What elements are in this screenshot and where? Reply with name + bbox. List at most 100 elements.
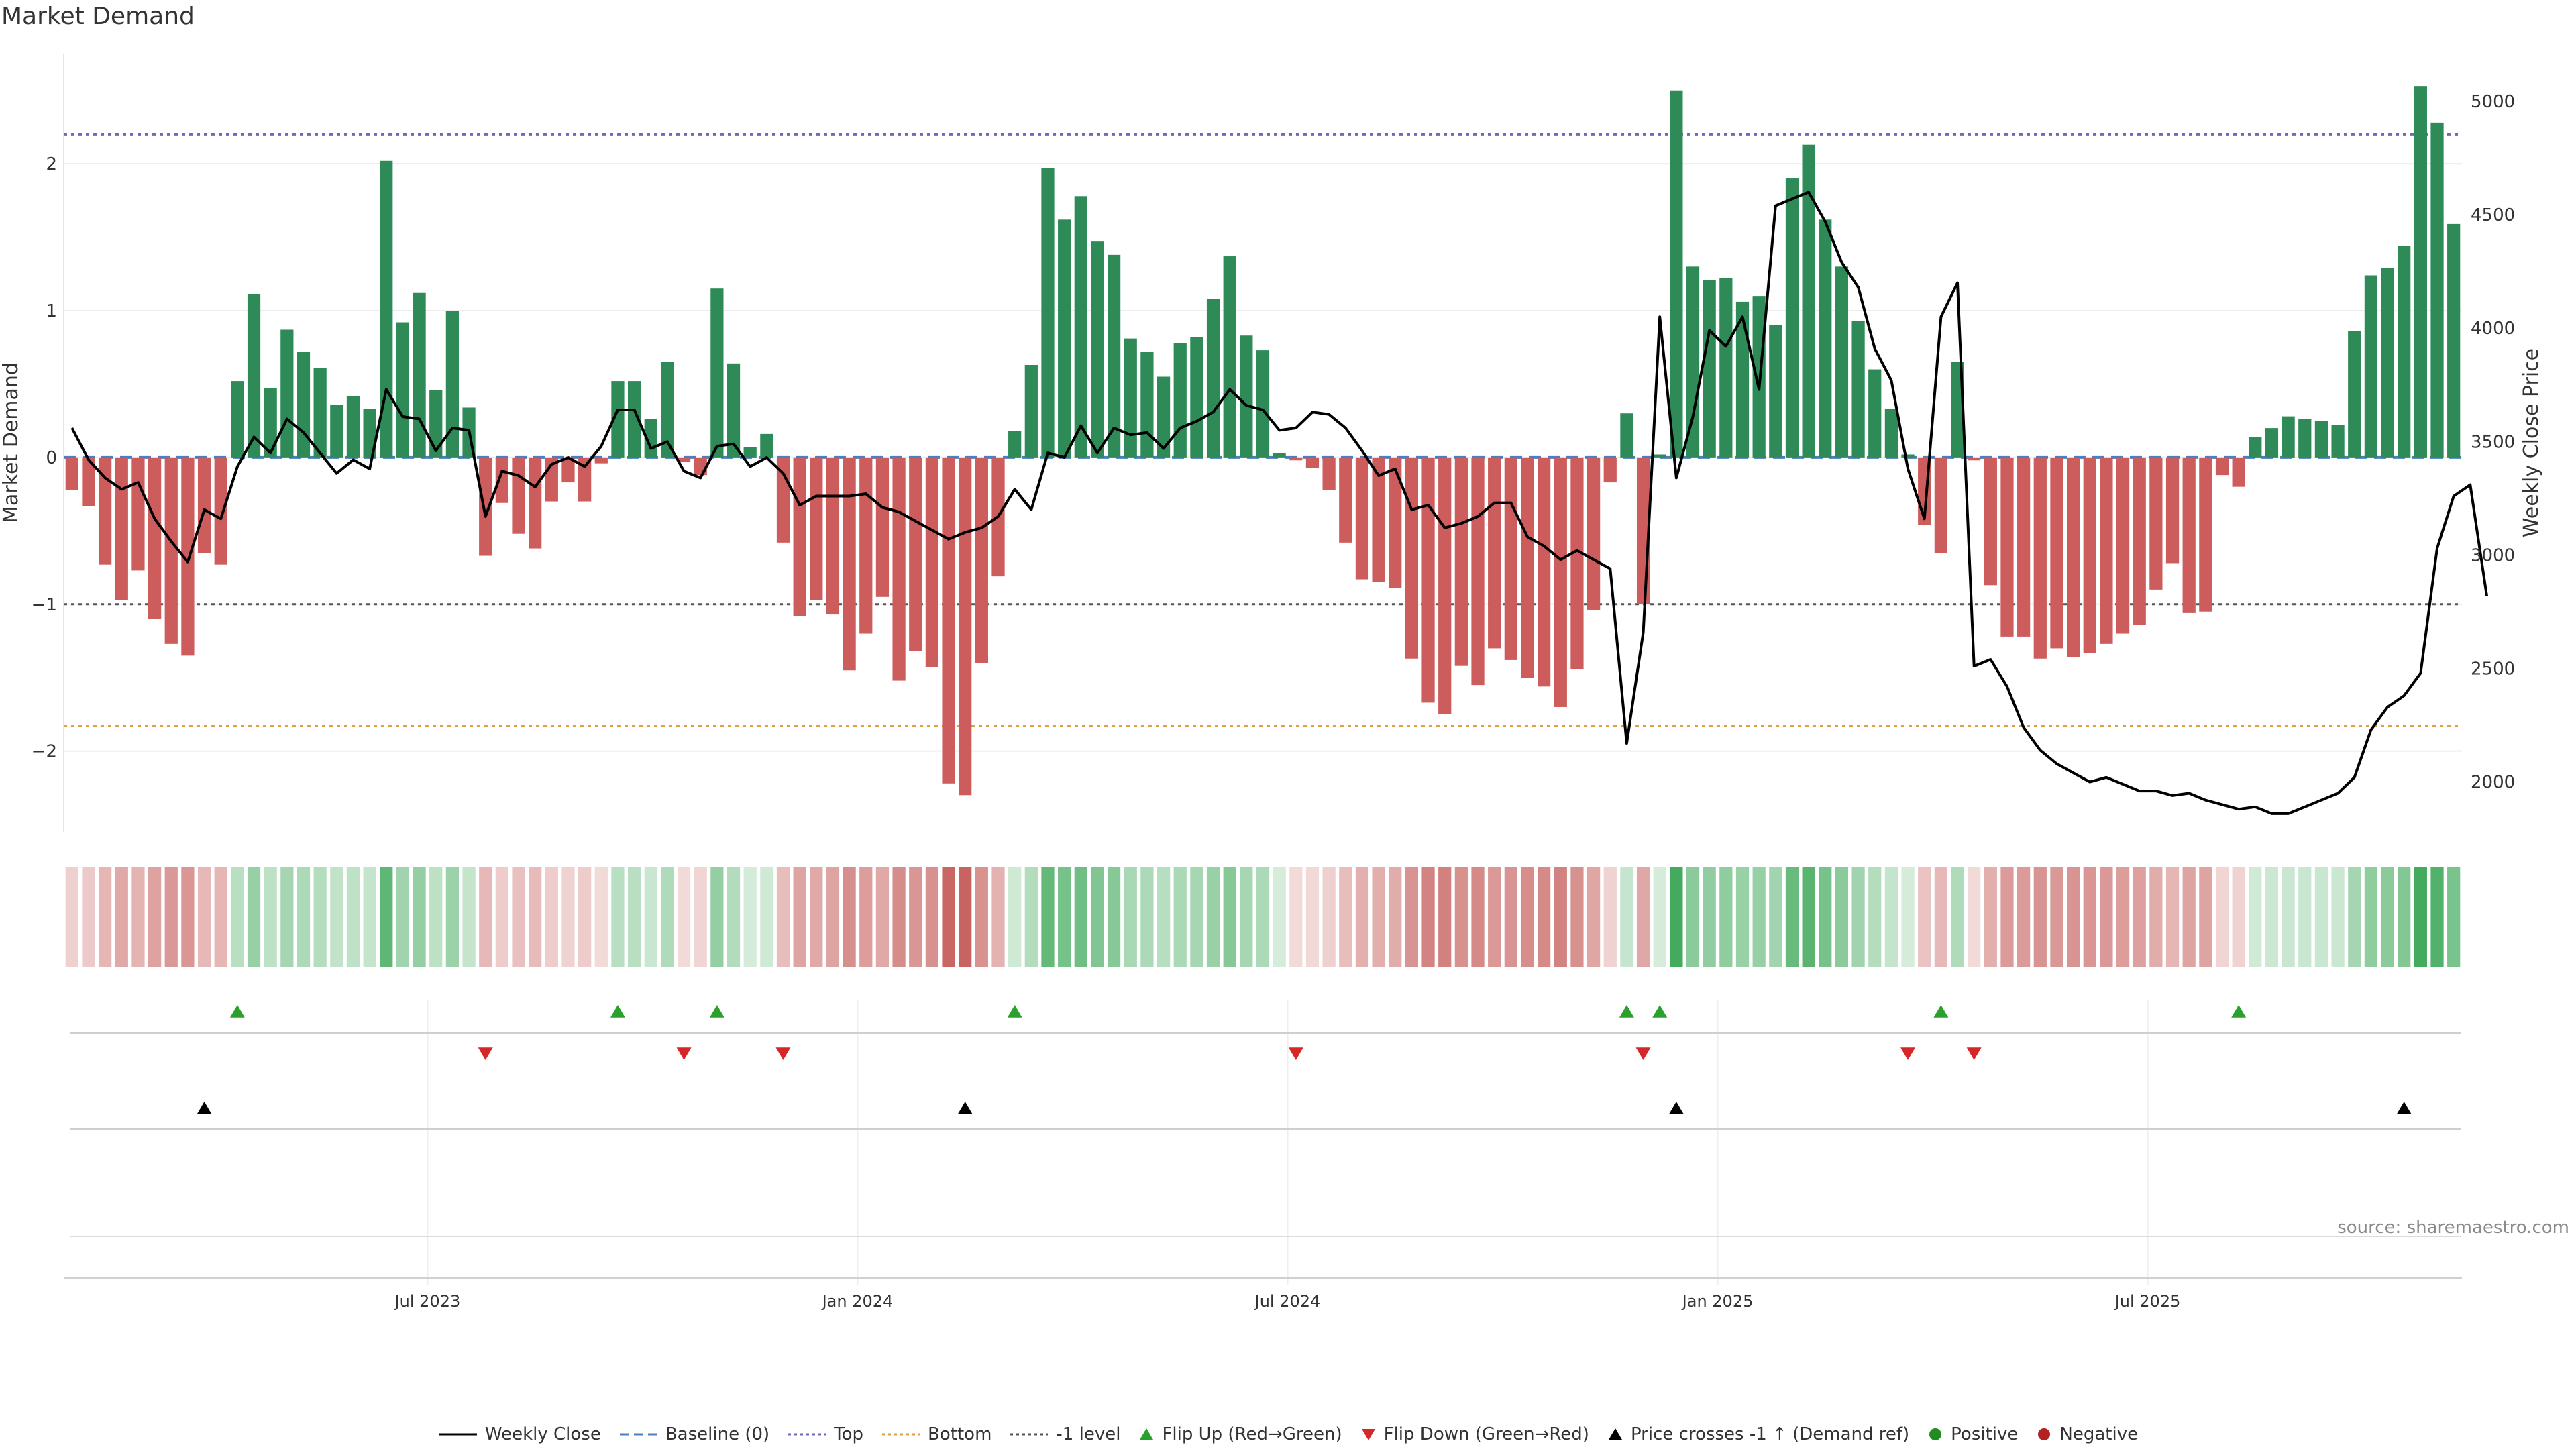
demand-bar: [2265, 428, 2279, 458]
demand-bar: [843, 457, 856, 671]
demand-bar: [164, 457, 178, 644]
demand-bar: [1322, 457, 1336, 490]
heat-cell: [1240, 867, 1253, 967]
heat-cell: [1289, 867, 1303, 967]
heat-cell: [2430, 867, 2444, 967]
heat-cell: [1454, 867, 1468, 967]
heat-cell: [892, 867, 906, 967]
legend-symbol: [619, 1433, 657, 1436]
heat-cell: [1587, 867, 1601, 967]
heat-cell: [1339, 867, 1352, 967]
demand-bar: [1421, 457, 1435, 703]
demand-bar: [1686, 266, 1700, 458]
heat-cell: [1538, 867, 1551, 967]
heat-cell: [859, 867, 873, 967]
heat-cell: [991, 867, 1005, 967]
demand-bar: [1339, 457, 1352, 543]
legend-item: Bottom: [881, 1424, 991, 1444]
heat-cell: [2282, 867, 2295, 967]
demand-bar: [925, 457, 939, 667]
demand-bar: [2199, 457, 2212, 612]
heat-cell: [2348, 867, 2361, 967]
heat-cell: [1107, 867, 1121, 967]
demand-bar: [1670, 90, 1683, 458]
heat-cell: [793, 867, 806, 967]
demand-bar: [1934, 457, 1947, 553]
demand-bar: [826, 457, 840, 615]
heat-cell: [131, 867, 145, 967]
flip-down-marker: [676, 1047, 692, 1060]
legend-label: Bottom: [928, 1424, 992, 1444]
heat-cell: [727, 867, 741, 967]
demand-bar: [1620, 413, 1633, 458]
heat-cell: [909, 867, 922, 967]
demand-bar: [1653, 454, 1666, 458]
heat-cell: [1157, 867, 1171, 967]
demand-bar: [727, 363, 741, 458]
y2-axis-title: Weekly Close Price: [2520, 348, 2543, 537]
heat-cell: [942, 867, 955, 967]
demand-bar: [2000, 457, 2014, 637]
legend-item: Negative: [2035, 1424, 2138, 1444]
heat-cell: [396, 867, 410, 967]
flip-down-marker: [478, 1047, 493, 1060]
demand-bar: [793, 457, 806, 616]
demand-bar: [810, 457, 823, 600]
y2-tick-label: 2500: [2471, 659, 2515, 680]
demand-bar: [479, 457, 492, 556]
heat-cell: [2232, 867, 2245, 967]
heat-cell: [1140, 867, 1154, 967]
demand-bar: [2066, 457, 2080, 657]
demand-bar: [99, 457, 112, 565]
demand-bar: [1223, 256, 1236, 458]
demand-bar: [2149, 457, 2163, 590]
demand-bar: [2116, 457, 2130, 634]
legend-label: Price crosses -1 ↑ (Demand ref): [1630, 1424, 1910, 1444]
heat-cell: [594, 867, 608, 967]
flip-down-marker: [775, 1047, 791, 1060]
heat-cell: [925, 867, 939, 967]
demand-bar: [1603, 457, 1617, 483]
demand-bar: [1355, 457, 1369, 580]
demand-bars: [65, 86, 2461, 796]
price-cross-marker: [197, 1102, 212, 1114]
demand-bar: [1240, 335, 1253, 458]
heat-cell: [164, 867, 178, 967]
y2-tick-label: 4500: [2471, 205, 2515, 225]
legend-item: Flip Up (Red→Green): [1138, 1424, 1342, 1444]
demand-bar: [2282, 416, 2295, 458]
heat-cell: [1206, 867, 1220, 967]
y-tick-label: 1: [46, 301, 57, 321]
demand-bar: [760, 433, 773, 458]
flip-up-marker: [1652, 1005, 1668, 1018]
legend-label: Flip Up (Red→Green): [1162, 1424, 1342, 1444]
heat-cell: [1322, 867, 1336, 967]
demand-bar: [1008, 431, 1022, 458]
demand-bar: [578, 457, 592, 502]
heat-cell: [1620, 867, 1633, 967]
heat-cell: [1735, 867, 1750, 967]
demand-bar: [909, 457, 922, 651]
heat-cell: [1636, 867, 1650, 967]
heat-cell: [529, 867, 542, 967]
demand-bar: [1074, 196, 1087, 458]
demand-bar: [313, 368, 327, 458]
heat-cell: [1934, 867, 1947, 967]
demand-bar: [2100, 457, 2113, 644]
heat-cell: [710, 867, 724, 967]
heat-cell: [677, 867, 691, 967]
heat-cell: [1273, 867, 1286, 967]
demand-bar: [363, 409, 376, 458]
legend-label: Flip Down (Green→Red): [1383, 1424, 1589, 1444]
legend-item: Weekly Close: [438, 1424, 601, 1444]
price-line-group: [70, 191, 2488, 815]
heat-cell: [297, 867, 311, 967]
demand-bar: [2314, 421, 2328, 458]
heat-cell: [1389, 867, 1402, 967]
heat-cell: [1554, 867, 1567, 967]
demand-bar: [1538, 457, 1551, 687]
heat-cell: [2381, 867, 2394, 967]
heat-cell: [2398, 867, 2411, 967]
heat-cell: [2314, 867, 2328, 967]
demand-bar: [82, 457, 95, 506]
